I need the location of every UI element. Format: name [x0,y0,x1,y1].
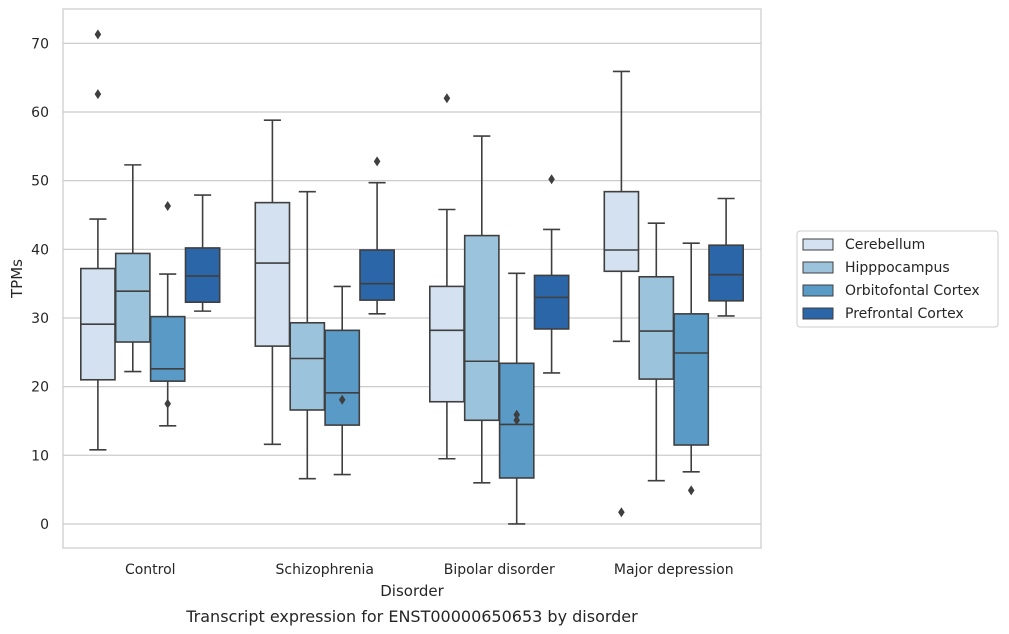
y-axis-label: TPMs [8,259,26,299]
box-iqr [324,329,361,426]
x-tick-label: Schizophrenia [276,562,374,578]
box [708,197,745,317]
box [149,201,186,427]
box [114,164,151,373]
x-tick-label: Major depression [614,562,734,578]
legend-label: Hipppocampus [845,260,950,276]
outlier-point [164,201,171,212]
legend-label: Prefrontal Cortex [845,306,964,322]
box [428,93,465,460]
series-hipppocampus [114,135,675,484]
y-tick-label: 0 [40,517,49,533]
legend: Cerebellum Hipppocampus Orbitofontal Corte… [796,230,999,328]
y-axis-ticks: 0 10 20 30 40 50 60 70 [31,36,49,533]
box-iqr [359,249,396,301]
box-iqr [149,315,186,382]
box-iqr [114,252,151,343]
outlier-point [94,29,102,40]
box-iqr [673,313,710,446]
box [603,70,640,518]
y-tick-label: 40 [31,242,49,258]
outlier-point [618,507,625,518]
box-iqr [428,285,465,403]
y-tick-label: 30 [31,311,49,327]
box [79,29,116,451]
box-iqr [533,274,570,330]
box-iqr [463,234,500,422]
y-tick-label: 50 [31,174,49,190]
plot-area-frame [62,8,762,549]
legend-label: Cerebellum [845,237,925,253]
legend-swatch [802,284,834,297]
series-cerebellum [79,29,640,518]
outlier-point [513,415,520,426]
outlier-point [164,398,171,409]
legend-frame [796,230,999,328]
legend-swatch [802,307,834,320]
box-iqr [708,244,745,302]
series-prefrontal-cortex [184,156,745,374]
x-tick-label: Bipolar disorder [444,562,555,578]
box [289,190,326,480]
box [673,242,710,496]
box-iqr [289,321,326,411]
box [498,272,535,525]
x-axis-ticks: Control Schizophrenia Bipolar disorder Majo… [125,562,734,578]
box [463,135,500,484]
box [254,119,291,446]
x-axis-label: Disorder [380,582,444,600]
box-iqr [638,275,675,380]
outlier-point [338,394,346,405]
box [638,222,675,482]
outlier-point [373,156,381,167]
box-iqr [603,190,640,273]
chart-caption: Transcript expression for ENST0000065065… [185,607,638,626]
y-tick-label: 70 [31,36,49,52]
outlier-point [443,93,451,104]
box [533,174,570,374]
legend-swatch [802,261,834,274]
x-tick-label: Control [125,562,176,578]
legend-label: Orbitofontal Cortex [845,283,980,299]
y-tick-label: 60 [31,105,49,121]
box-plot-series [79,29,745,525]
box-iqr [184,247,221,303]
box [359,156,396,315]
outlier-point [94,89,102,100]
outlier-point [513,409,520,420]
legend-swatch [802,238,834,251]
box [324,285,361,476]
series-orbitofontal-cortex [149,201,710,525]
box-iqr [254,201,291,347]
y-tick-label: 20 [31,380,49,396]
outlier-point [548,174,555,185]
y-tick-label: 10 [31,448,49,464]
outlier-point [687,485,695,496]
box [184,194,221,312]
